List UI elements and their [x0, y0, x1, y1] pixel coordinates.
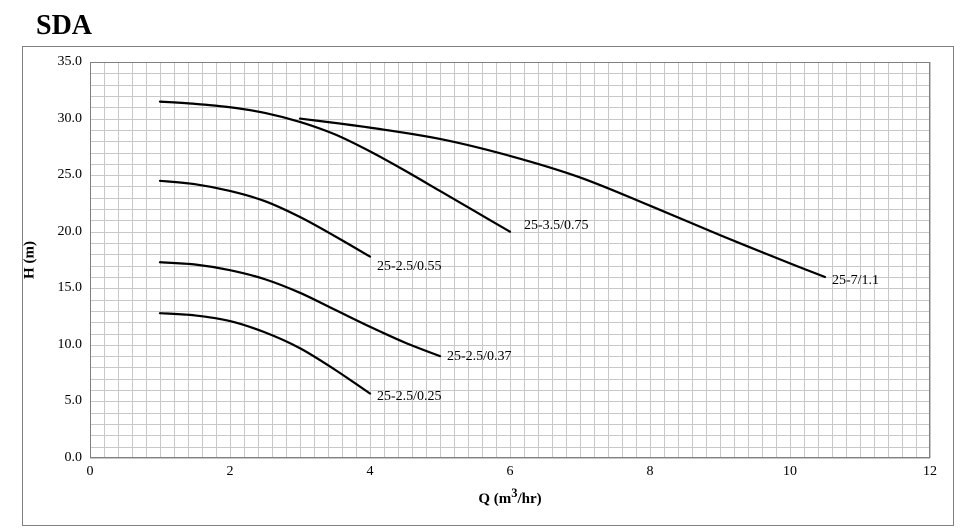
series-curve [160, 313, 370, 393]
series-label: 25-2.5/0.25 [377, 389, 442, 405]
gridline-vertical [930, 62, 931, 458]
gridline-horizontal [90, 458, 930, 459]
series-label: 25-3.5/0.75 [524, 218, 589, 234]
x-tick-label: 10 [783, 464, 797, 480]
series-curve [160, 102, 510, 232]
x-tick-label: 8 [647, 464, 654, 480]
y-tick-label: 25.0 [42, 167, 82, 183]
series-label: 25-7/1.1 [832, 273, 879, 289]
x-axis-label: Q (m3/hr) [478, 486, 541, 508]
series-label: 25-2.5/0.37 [447, 349, 512, 365]
x-tick-label: 6 [507, 464, 514, 480]
series-curve [300, 119, 825, 277]
curves-svg [90, 62, 930, 458]
y-tick-label: 10.0 [42, 337, 82, 353]
y-axis-label: H (m) [22, 241, 39, 279]
x-tick-label: 2 [227, 464, 234, 480]
y-tick-label: 15.0 [42, 280, 82, 296]
plot-area: 0246810120.05.010.015.020.025.030.035.0Q… [90, 62, 930, 458]
x-tick-label: 4 [367, 464, 374, 480]
x-tick-label: 0 [87, 464, 94, 480]
y-tick-label: 0.0 [42, 450, 82, 466]
series-curve [160, 181, 370, 257]
y-tick-label: 30.0 [42, 111, 82, 127]
y-tick-label: 20.0 [42, 224, 82, 240]
series-label: 25-2.5/0.55 [377, 259, 442, 275]
series-curve [160, 262, 440, 356]
y-tick-label: 35.0 [42, 54, 82, 70]
page-title: SDA [36, 10, 92, 42]
y-tick-label: 5.0 [42, 393, 82, 409]
page: SDA 0246810120.05.010.015.020.025.030.03… [0, 0, 970, 532]
x-tick-label: 12 [923, 464, 937, 480]
